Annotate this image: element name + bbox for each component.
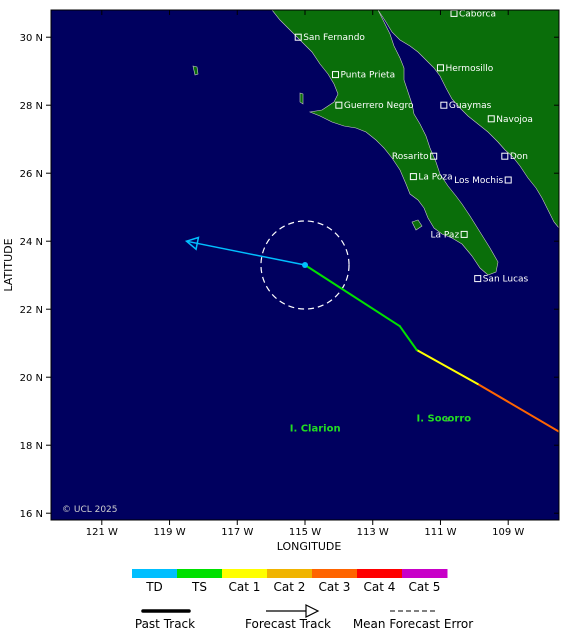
category-swatch xyxy=(312,569,358,578)
city-label: Punta Prieta xyxy=(340,71,395,81)
category-swatch xyxy=(177,569,223,578)
city-label: Caborca xyxy=(459,9,496,19)
category-swatch xyxy=(132,569,178,578)
city-marker xyxy=(436,64,444,72)
x-tick-label: 109 W xyxy=(492,527,524,538)
track-layer xyxy=(184,220,559,433)
cedros-island xyxy=(192,65,199,76)
tick-marks xyxy=(46,10,559,525)
city-marker xyxy=(474,275,482,283)
city-label: Don xyxy=(510,152,528,162)
y-tick-label: 20 N xyxy=(20,373,43,384)
mainland-mexico xyxy=(377,10,559,229)
city-marker xyxy=(409,173,417,181)
forecast-track-label: Forecast Track xyxy=(245,617,331,631)
category-swatch xyxy=(357,569,403,578)
city-marker xyxy=(460,230,468,238)
map-frame xyxy=(50,9,560,521)
city-marker xyxy=(294,33,302,41)
city-label: Rosarito xyxy=(392,152,429,162)
city-layer: Caborca San Fernando Hermosillo Punta Priet… xyxy=(294,9,533,285)
category-label: TS xyxy=(191,580,207,594)
baja-peninsula xyxy=(271,10,499,276)
city-marker xyxy=(504,176,512,184)
category-swatch xyxy=(222,569,268,578)
y-axis-title: LATITUDE xyxy=(2,238,15,291)
city-label: San Fernando xyxy=(303,33,365,43)
category-label: Cat 3 xyxy=(319,580,351,594)
forecast-track-line xyxy=(186,240,306,266)
past-track-label: Past Track xyxy=(135,617,195,631)
city-label: Guaymas xyxy=(449,101,492,111)
forecast-arrow-icon xyxy=(305,604,320,618)
mean-forecast-error-circle xyxy=(260,220,350,310)
category-label: TD xyxy=(145,580,163,594)
track-legend: Past Track Forecast Track Mean Forecast … xyxy=(135,604,473,631)
y-tick-label: 30 N xyxy=(20,33,43,44)
x-tick-label: 111 W xyxy=(424,527,456,538)
city-marker xyxy=(501,152,509,160)
category-label: Cat 1 xyxy=(229,580,261,594)
x-tick-label: 119 W xyxy=(153,527,185,538)
past-track-segment xyxy=(398,325,418,351)
x-tick-label: 115 W xyxy=(289,527,321,538)
city-label: San Lucas xyxy=(483,275,529,285)
y-tick-label: 22 N xyxy=(20,305,43,316)
city-marker xyxy=(440,101,448,109)
city-label: La Paz xyxy=(431,230,460,240)
city-marker xyxy=(430,152,438,160)
island-label: I. Clarion xyxy=(290,424,341,435)
city-label: Hermosillo xyxy=(445,64,493,74)
category-label: Cat 5 xyxy=(409,580,441,594)
past-track-segment xyxy=(476,383,559,433)
land-layer xyxy=(192,10,559,422)
past-track-segment xyxy=(415,349,479,385)
past-track-segment xyxy=(304,264,401,328)
guadalupe-island xyxy=(299,92,304,105)
y-tick-label: 16 N xyxy=(20,509,43,520)
x-tick-label: 117 W xyxy=(221,527,253,538)
category-legend: TD TS Cat 1 Cat 2 Cat 3 Cat 4 Cat 5 xyxy=(132,569,448,594)
y-tick-label: 26 N xyxy=(20,169,43,180)
forecast-arrow-head xyxy=(184,236,200,251)
city-marker xyxy=(331,71,339,79)
category-label: Cat 4 xyxy=(364,580,396,594)
city-marker xyxy=(487,115,495,123)
city-marker xyxy=(335,101,343,109)
gulf-island xyxy=(411,219,423,231)
x-tick-label: 121 W xyxy=(86,527,118,538)
mean-error-label: Mean Forecast Error xyxy=(353,617,473,631)
category-label: Cat 2 xyxy=(274,580,306,594)
x-tick-labels: 121 W 119 W 117 W 115 W 113 W 111 W 109 W xyxy=(86,527,525,538)
coast-island xyxy=(445,417,450,422)
current-storm-position xyxy=(302,262,308,268)
island-layer: I. Clarion I. Socorro xyxy=(290,413,472,434)
copyright-text: © UCL 2025 xyxy=(62,505,118,515)
x-tick-label: 113 W xyxy=(357,527,389,538)
y-tick-labels: 16 N 18 N 20 N 22 N 24 N 26 N 28 N 30 N xyxy=(20,33,43,520)
x-axis-title: LONGITUDE xyxy=(277,540,342,553)
city-label: Guerrero Negro xyxy=(344,101,414,111)
city-label: Navojoa xyxy=(496,115,533,125)
category-swatch xyxy=(267,569,313,578)
y-tick-label: 24 N xyxy=(20,237,43,248)
island-label: I. Socorro xyxy=(417,413,472,424)
category-swatch xyxy=(402,569,448,578)
city-label: La Poza xyxy=(418,173,452,183)
y-tick-label: 28 N xyxy=(20,101,43,112)
city-label: Los Mochis xyxy=(454,176,503,186)
y-tick-label: 18 N xyxy=(20,441,43,452)
